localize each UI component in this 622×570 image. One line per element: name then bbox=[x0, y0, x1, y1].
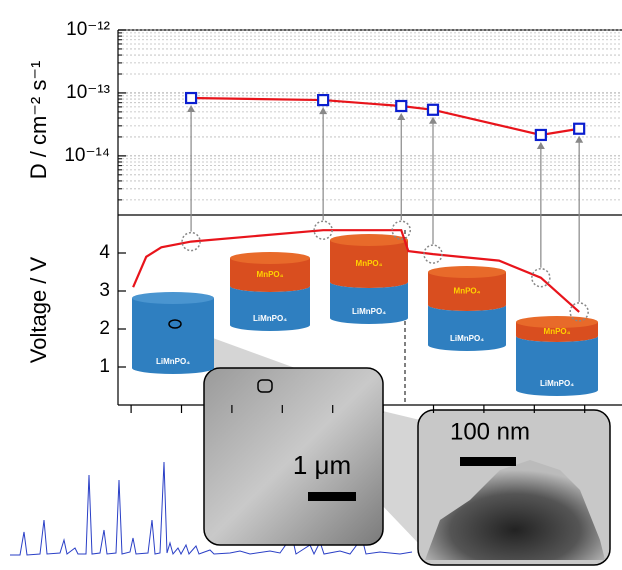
y-axis-label: Voltage / V bbox=[26, 256, 51, 363]
cylinder-body bbox=[516, 336, 598, 396]
cylinder-label: LiMnPO₄ bbox=[352, 307, 386, 316]
y-tick-label: 2 bbox=[99, 318, 110, 339]
y-tick-label: 10⁻¹² bbox=[66, 19, 110, 40]
marker bbox=[573, 122, 586, 135]
y-tick-label: 4 bbox=[99, 242, 110, 263]
scale-bar bbox=[460, 457, 516, 466]
scale-label: 1 μm bbox=[293, 450, 351, 480]
cylinder-cap bbox=[132, 292, 214, 304]
arrow-head bbox=[536, 141, 545, 149]
tem-particles bbox=[425, 460, 605, 560]
highlight-circle bbox=[313, 220, 333, 240]
cylinder-label: MnPO₄ bbox=[454, 287, 481, 296]
arrow-head bbox=[187, 105, 196, 113]
cylinder-label: LiMnPO₄ bbox=[156, 357, 190, 366]
arrow-head bbox=[429, 116, 437, 124]
cylinder-top-layer bbox=[428, 272, 506, 311]
data-line bbox=[191, 96, 580, 137]
y-axis-label: D / cm⁻² s⁻¹ bbox=[26, 61, 51, 180]
cylinder-label: MnPO₄ bbox=[544, 327, 571, 336]
cylinder-label: LiMnPO₄ bbox=[450, 334, 484, 343]
marker bbox=[317, 93, 330, 107]
highlight-circle bbox=[181, 231, 201, 252]
marker bbox=[184, 91, 198, 105]
y-tick-label: 1 bbox=[99, 356, 110, 377]
xrd-pattern bbox=[10, 461, 413, 556]
highlight-circle bbox=[391, 220, 411, 240]
cylinder-body bbox=[330, 282, 408, 324]
cylinder-label: MnPO₄ bbox=[356, 259, 383, 268]
marker bbox=[534, 128, 547, 142]
y-tick-label: 10⁻¹⁴ bbox=[64, 145, 110, 166]
highlight-circle bbox=[569, 302, 589, 322]
cylinder-body bbox=[132, 298, 214, 374]
scale-label: 100 nm bbox=[450, 418, 530, 445]
cylinder-label: LiMnPO₄ bbox=[253, 314, 287, 323]
cylinder-label: MnPO₄ bbox=[257, 270, 284, 279]
cylinder-label: LiMnPO₄ bbox=[540, 379, 574, 388]
data-line bbox=[132, 229, 580, 313]
cylinder-cap bbox=[330, 234, 408, 246]
cylinder-top-layer bbox=[230, 258, 310, 292]
highlight-circle bbox=[423, 244, 443, 264]
zoom-spot bbox=[168, 319, 182, 329]
cylinder-body bbox=[230, 286, 310, 331]
zoom-box bbox=[257, 379, 273, 393]
cylinder-body bbox=[428, 305, 506, 351]
y-tick-label: 10⁻¹³ bbox=[66, 82, 110, 103]
marker bbox=[426, 103, 440, 116]
arrow-head bbox=[397, 113, 406, 121]
marker bbox=[395, 99, 408, 113]
arrow-head bbox=[575, 135, 584, 143]
highlight-circle bbox=[531, 267, 551, 288]
cylinder-cap bbox=[428, 266, 506, 278]
cylinder-top-layer bbox=[330, 240, 408, 288]
y-tick-label: 3 bbox=[99, 280, 110, 301]
cylinder-cap bbox=[230, 252, 310, 264]
cylinder-cap bbox=[516, 316, 598, 328]
scale-bar bbox=[308, 492, 356, 501]
arrow-head bbox=[319, 107, 328, 115]
